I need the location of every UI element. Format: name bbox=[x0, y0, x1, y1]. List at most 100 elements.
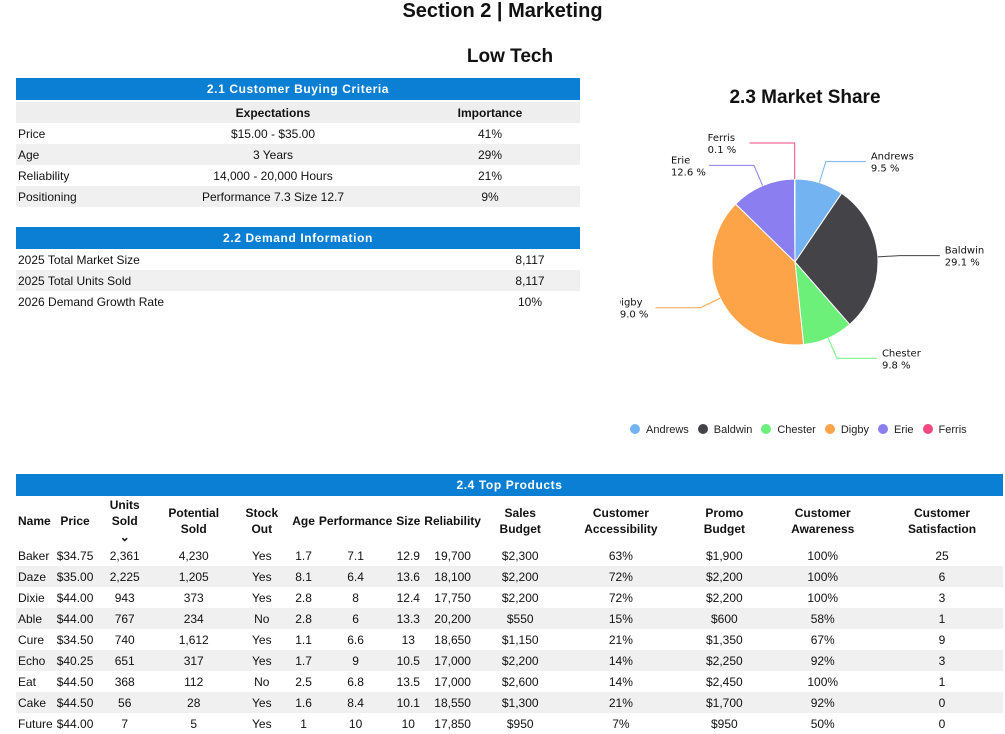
column-header-label: Performance bbox=[318, 514, 393, 528]
section-header: 2.2 Demand Information bbox=[16, 227, 580, 249]
table-cell: $2,200 bbox=[501, 653, 539, 668]
table-cell: 1.7 bbox=[295, 548, 312, 563]
column-header-label: Customer Satisfaction bbox=[908, 506, 977, 536]
table-cell: 1.6 bbox=[295, 695, 312, 710]
table-cell: Yes bbox=[252, 569, 272, 584]
leader-line bbox=[827, 337, 877, 359]
column-header[interactable]: Customer Awareness bbox=[764, 497, 881, 545]
table-cell: Future bbox=[18, 716, 53, 731]
table-cell: 67% bbox=[810, 632, 835, 647]
table-cell: 100% bbox=[807, 674, 839, 689]
column-header[interactable]: Customer Satisfaction bbox=[881, 497, 1003, 545]
table-cell: 100% bbox=[807, 569, 839, 584]
legend-label: Ferris bbox=[938, 424, 967, 436]
table-cell: 2.5 bbox=[295, 674, 312, 689]
table-cell: 0 bbox=[938, 716, 946, 731]
column-header[interactable]: Stock Out bbox=[233, 497, 290, 545]
chevron-down-icon[interactable]: ⌄ bbox=[119, 530, 130, 544]
column-header[interactable]: Name bbox=[16, 497, 55, 545]
column-header-label: Sales Budget bbox=[499, 506, 541, 536]
leader-line bbox=[708, 164, 764, 186]
column-header[interactable]: Promo Budget bbox=[684, 497, 764, 545]
legend-item[interactable]: Digby bbox=[824, 424, 869, 436]
table-cell: 10 bbox=[348, 716, 363, 731]
table-cell: 17,750 bbox=[434, 590, 471, 605]
table-row: 2025 Total Units Sold 8,117 bbox=[16, 270, 580, 291]
table-cell: 100% bbox=[807, 590, 839, 605]
table-cell: 2026 Demand Growth Rate bbox=[18, 294, 165, 309]
table-cell: No bbox=[254, 611, 270, 626]
column-header-label: Stock Out bbox=[245, 506, 279, 536]
table-cell: 9 bbox=[352, 653, 359, 668]
table-cell: 18,550 bbox=[434, 695, 471, 710]
table-cell: 12.9 bbox=[396, 548, 420, 563]
table-row: Future $44.00 7 5 Yes 1 10 10 17,850 $950 7% $950 50… bbox=[16, 713, 1003, 734]
legend-label: Chester bbox=[777, 424, 816, 436]
column-header[interactable]: Performance bbox=[317, 497, 394, 545]
products-table: Name Price Units Sold ⌄ Potential Sold Stock … bbox=[16, 497, 1003, 734]
table-cell: Able bbox=[18, 611, 43, 626]
legend-item[interactable]: Ferris bbox=[922, 424, 967, 436]
table-cell: 20,200 bbox=[434, 611, 471, 626]
column-header[interactable]: Reliability bbox=[422, 497, 483, 545]
table-cell: Echo bbox=[18, 653, 46, 668]
table-row: Age 3 Years 29% bbox=[16, 144, 580, 165]
column-header-label: Reliability bbox=[424, 514, 481, 528]
pie-label: Erie 12.6 % bbox=[671, 155, 706, 178]
legend-item[interactable]: Baldwin bbox=[697, 424, 752, 436]
legend-item[interactable]: Chester bbox=[761, 424, 816, 436]
table-cell: 234 bbox=[183, 611, 204, 626]
pie-slice-ferris[interactable] bbox=[793, 178, 796, 263]
table-cell: 0 bbox=[938, 695, 946, 710]
column-header-label: Size bbox=[396, 514, 421, 528]
table-row: Cure $34.50 740 1,612 Yes 1.1 6.6 13 18,650 $1,15… bbox=[16, 629, 1003, 650]
column-header[interactable]: Potential Sold bbox=[154, 497, 233, 545]
header-row: Name Price Units Sold ⌄ Potential Sold Stock … bbox=[16, 497, 1003, 545]
legend-dot-icon bbox=[877, 424, 888, 434]
table-cell: 8,117 bbox=[515, 252, 545, 267]
pie-slice-digby[interactable] bbox=[711, 203, 805, 346]
table-cell: $1,900 bbox=[706, 548, 743, 563]
table-cell: Yes bbox=[252, 590, 272, 605]
table-cell: $2,450 bbox=[706, 674, 743, 689]
table-cell: 21% bbox=[608, 695, 633, 710]
table-cell: 14,000 - 20,000 Hours bbox=[213, 168, 333, 183]
column-header[interactable]: Customer Accessibility bbox=[557, 497, 684, 545]
table-cell: $15.00 - $35.00 bbox=[230, 126, 316, 141]
column-header[interactable]: Size bbox=[394, 497, 422, 545]
legend-item[interactable]: Erie bbox=[877, 424, 914, 436]
pie-slice-erie[interactable] bbox=[734, 178, 796, 264]
leader-line bbox=[655, 297, 721, 309]
pie-label: Digby39.0 % bbox=[620, 298, 648, 321]
table-cell: 1.1 bbox=[295, 632, 312, 647]
table-cell: Dixie bbox=[18, 590, 45, 605]
column-header-label: Promo Budget bbox=[703, 506, 746, 536]
column-header[interactable]: Units Sold ⌄ bbox=[95, 497, 154, 545]
table-cell: $44.50 bbox=[56, 695, 94, 710]
table-cell: $2,200 bbox=[501, 590, 539, 605]
column-header-label: Price bbox=[60, 514, 90, 528]
table-cell: $950 bbox=[711, 716, 738, 731]
pie-label: Andrews 9.5 % bbox=[871, 152, 914, 175]
table-cell: Reliability bbox=[18, 168, 70, 183]
legend-item[interactable]: Andrews bbox=[630, 424, 689, 436]
column-header-label: Customer Awareness bbox=[791, 506, 855, 536]
table-cell: No bbox=[254, 674, 270, 689]
legend-label: Digby bbox=[840, 424, 869, 436]
column-header[interactable]: Age bbox=[290, 497, 317, 545]
table-cell: 2.8 bbox=[295, 590, 312, 605]
table-cell: 1.7 bbox=[295, 653, 312, 668]
table-cell: 740 bbox=[114, 632, 135, 647]
column-header-label: Name bbox=[18, 514, 51, 528]
table-cell: Yes bbox=[252, 716, 272, 731]
table-cell: $1,150 bbox=[501, 632, 539, 647]
table-cell: 8.4 bbox=[347, 695, 364, 710]
demand-information: 2.2 Demand Information 2025 Total Market… bbox=[16, 227, 580, 312]
table-cell: 1,612 bbox=[178, 632, 209, 647]
table-cell: 63% bbox=[608, 548, 633, 563]
column-header[interactable]: Sales Budget bbox=[483, 497, 557, 545]
table-cell: $2,200 bbox=[706, 590, 743, 605]
column-header[interactable]: Price bbox=[55, 497, 96, 545]
table-cell: $2,200 bbox=[501, 569, 539, 584]
table-cell: 29% bbox=[477, 147, 503, 162]
